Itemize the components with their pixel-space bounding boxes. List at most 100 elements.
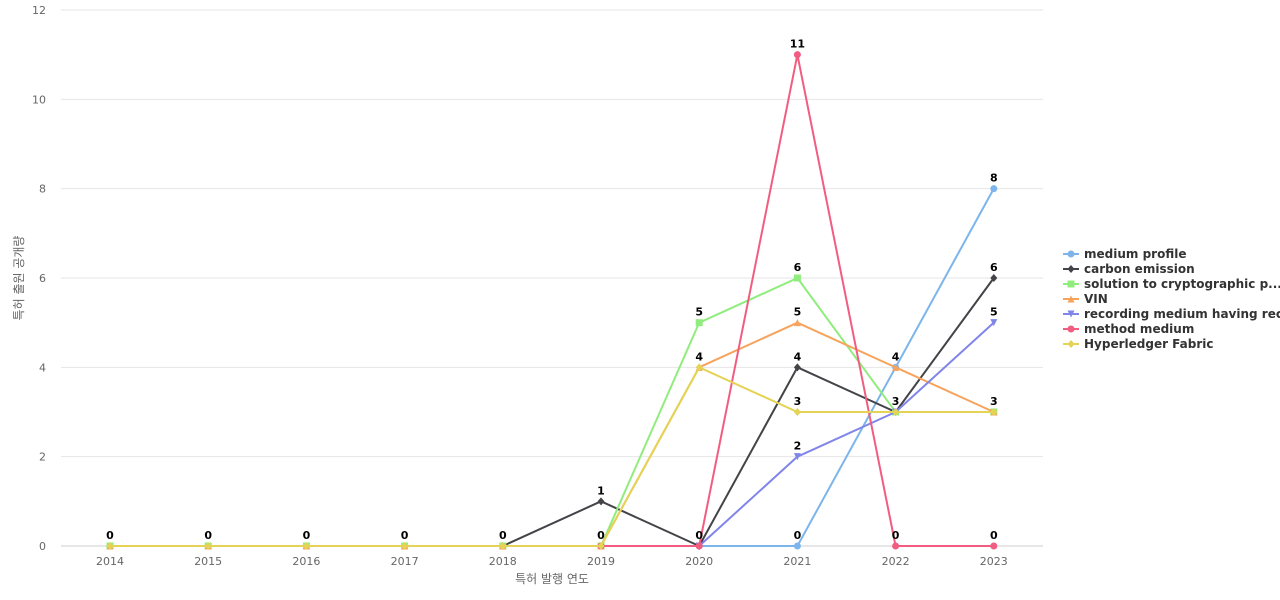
data-point[interactable] bbox=[695, 363, 703, 372]
data-point[interactable] bbox=[793, 542, 801, 550]
series-line bbox=[110, 366, 994, 547]
data-label: 0 bbox=[892, 529, 900, 542]
series-hyperledger-fabric bbox=[106, 363, 998, 550]
data-point[interactable] bbox=[106, 542, 114, 550]
data-label: 11 bbox=[790, 38, 805, 51]
series-recording-medium-having-rec bbox=[695, 319, 998, 550]
series-lines bbox=[106, 51, 998, 550]
data-point[interactable] bbox=[990, 319, 998, 327]
legend-item[interactable]: Hyperledger Fabric bbox=[1063, 337, 1214, 351]
data-point[interactable] bbox=[597, 542, 605, 550]
data-label: 0 bbox=[106, 529, 114, 542]
series-line bbox=[601, 53, 994, 547]
series-line bbox=[110, 321, 995, 547]
series-line bbox=[502, 277, 995, 547]
data-label: 0 bbox=[794, 529, 802, 542]
data-label: 8 bbox=[990, 172, 998, 185]
data-label: 0 bbox=[401, 529, 409, 542]
series-line bbox=[699, 188, 995, 547]
data-label: 2 bbox=[794, 440, 802, 453]
x-tick-label: 2023 bbox=[980, 555, 1008, 568]
data-point[interactable] bbox=[793, 274, 801, 282]
data-point[interactable] bbox=[793, 51, 801, 59]
legend-item[interactable]: solution to cryptographic p... bbox=[1063, 277, 1280, 291]
data-label: 0 bbox=[597, 529, 605, 542]
y-tick-label: 12 bbox=[32, 4, 46, 17]
legend-label: recording medium having rec... bbox=[1084, 307, 1280, 321]
data-label: 4 bbox=[794, 350, 802, 363]
legend-label: carbon emission bbox=[1084, 262, 1195, 276]
legend-label: VIN bbox=[1084, 292, 1108, 306]
series-method-medium bbox=[597, 51, 998, 550]
data-point[interactable] bbox=[597, 497, 605, 506]
data-label: 0 bbox=[303, 529, 311, 542]
data-point[interactable] bbox=[990, 185, 998, 193]
data-label: 0 bbox=[204, 529, 212, 542]
x-tick-label: 2014 bbox=[96, 555, 124, 568]
x-tick-label: 2021 bbox=[783, 555, 811, 568]
legend-label: medium profile bbox=[1084, 247, 1186, 261]
data-label: 5 bbox=[695, 306, 703, 319]
data-point[interactable] bbox=[892, 408, 900, 416]
data-label: 4 bbox=[695, 350, 703, 363]
x-tick-label: 2017 bbox=[391, 555, 419, 568]
data-point[interactable] bbox=[302, 542, 310, 550]
y-tick-label: 2 bbox=[39, 451, 46, 464]
legend-marker-icon bbox=[1067, 340, 1075, 348]
data-point[interactable] bbox=[793, 408, 801, 416]
legend-item[interactable]: method medium bbox=[1063, 322, 1194, 336]
legend-marker-icon bbox=[1067, 310, 1075, 318]
data-point[interactable] bbox=[892, 542, 900, 550]
y-tick-label: 6 bbox=[39, 272, 46, 285]
data-point[interactable] bbox=[401, 542, 409, 550]
data-label: 5 bbox=[990, 306, 998, 319]
x-axis-title: 특허 발행 연도 bbox=[515, 571, 589, 586]
y-axis-tick-labels: 0 2 4 6 8 10 12 bbox=[32, 4, 46, 553]
legend-item[interactable]: medium profile bbox=[1063, 247, 1186, 261]
x-tick-label: 2020 bbox=[685, 555, 713, 568]
data-point[interactable] bbox=[695, 542, 703, 550]
data-label: 0 bbox=[990, 529, 998, 542]
grid-lines bbox=[61, 9, 1043, 547]
x-axis-tick-labels: 2014 2015 2016 2017 2018 2019 2020 2021 2022 2023 bbox=[96, 555, 1008, 568]
y-tick-label: 8 bbox=[39, 183, 46, 196]
y-axis-title: 특허 출원 공개량 bbox=[12, 236, 26, 321]
legend-marker-icon bbox=[1067, 250, 1075, 258]
x-tick-label: 2022 bbox=[882, 555, 910, 568]
data-point[interactable] bbox=[793, 453, 801, 461]
data-point[interactable] bbox=[695, 319, 703, 327]
series-vin bbox=[106, 319, 998, 550]
data-point[interactable] bbox=[990, 542, 998, 550]
data-label: 5 bbox=[794, 306, 802, 319]
data-point[interactable] bbox=[990, 274, 998, 282]
data-point[interactable] bbox=[990, 408, 998, 416]
data-label: 6 bbox=[990, 261, 998, 274]
x-tick-label: 2018 bbox=[489, 555, 517, 568]
legend-marker-icon bbox=[1067, 265, 1075, 273]
data-point[interactable] bbox=[793, 319, 801, 327]
data-label: 0 bbox=[499, 529, 507, 542]
x-tick-label: 2015 bbox=[194, 555, 222, 568]
y-tick-label: 0 bbox=[39, 540, 46, 553]
data-label: 3 bbox=[794, 395, 802, 408]
legend-marker-icon bbox=[1067, 295, 1075, 303]
legend-item[interactable]: carbon emission bbox=[1063, 262, 1195, 276]
legend-label: method medium bbox=[1084, 322, 1194, 336]
data-label: 3 bbox=[990, 395, 998, 408]
legend-label: solution to cryptographic p... bbox=[1084, 277, 1280, 291]
legend-marker-icon bbox=[1067, 325, 1075, 333]
legend-marker-icon bbox=[1067, 280, 1075, 288]
data-point[interactable] bbox=[892, 363, 900, 371]
data-label: 4 bbox=[892, 350, 900, 363]
data-point[interactable] bbox=[204, 542, 212, 550]
series-line bbox=[698, 321, 995, 547]
legend-item[interactable]: VIN bbox=[1063, 292, 1108, 306]
legend-item[interactable]: recording medium having rec... bbox=[1063, 307, 1280, 321]
legend-label: Hyperledger Fabric bbox=[1084, 337, 1214, 351]
data-labels: 0 0 0 0 0 1 0 5 4 0 11 6 5 4 3 2 0 4 3 0 8 6 5 3 0 bbox=[106, 38, 998, 542]
data-label: 1 bbox=[597, 484, 605, 497]
data-point[interactable] bbox=[793, 363, 801, 372]
data-point[interactable] bbox=[499, 542, 507, 550]
